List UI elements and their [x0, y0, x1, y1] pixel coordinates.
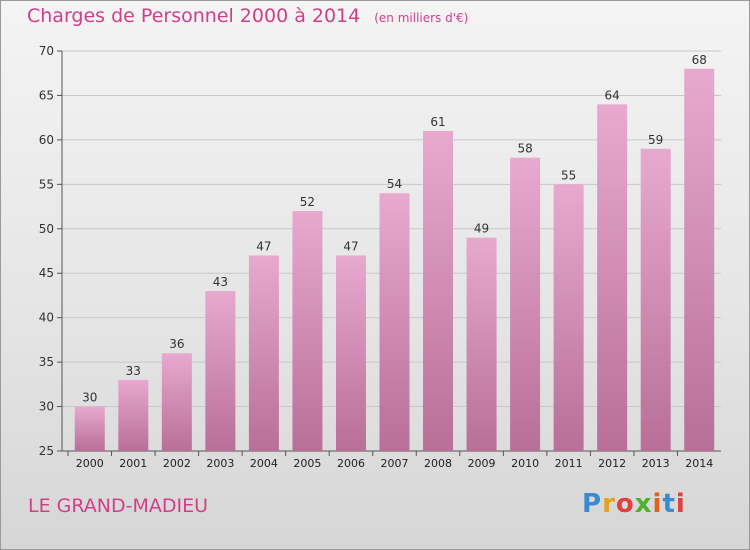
y-tick-label: 40 — [39, 311, 54, 325]
data-label: 59 — [648, 133, 663, 147]
data-label: 30 — [82, 391, 97, 405]
bar-2005 — [292, 211, 323, 451]
x-tick-label: 2010 — [511, 457, 539, 470]
data-label: 61 — [430, 115, 445, 129]
y-tick-label: 70 — [39, 44, 54, 58]
y-tick-label: 45 — [39, 266, 54, 280]
bar-2014 — [684, 68, 715, 452]
logo-letter: P — [582, 489, 603, 519]
x-tick-label: 2014 — [685, 457, 713, 470]
logo-letter: o — [615, 489, 635, 519]
x-tick-label: 2001 — [119, 457, 147, 470]
x-tick-label: 2000 — [76, 457, 104, 470]
data-label: 47 — [256, 239, 271, 253]
commune-name: LE GRAND-MADIEU — [28, 495, 209, 517]
data-label: 36 — [169, 337, 184, 351]
bar-2002 — [161, 353, 192, 451]
bar-2008 — [423, 131, 454, 451]
x-tick-label: 2003 — [206, 457, 234, 470]
bar-2004 — [248, 255, 279, 451]
x-tick-label: 2007 — [381, 457, 409, 470]
y-tick-label: 25 — [39, 444, 54, 458]
bar-2013 — [640, 148, 671, 451]
logo-letter: r — [602, 489, 616, 519]
x-tick-label: 2006 — [337, 457, 365, 470]
x-tick-label: 2002 — [163, 457, 191, 470]
y-tick-label: 65 — [39, 88, 54, 102]
y-tick-label: 30 — [39, 400, 54, 414]
bars — [74, 68, 715, 452]
bar-2001 — [118, 379, 149, 451]
title-row: Charges de Personnel 2000 à 2014 (en mill… — [27, 5, 468, 27]
data-label: 33 — [126, 364, 141, 378]
brand-logo: Proxiti — [582, 489, 686, 519]
y-tick-label: 35 — [39, 355, 54, 369]
x-tick-label: 2012 — [598, 457, 626, 470]
bar-2000 — [74, 406, 105, 451]
data-label: 68 — [692, 53, 707, 67]
data-label: 64 — [605, 88, 620, 102]
x-tick-label: 2008 — [424, 457, 452, 470]
chart-unit: (en milliers d'€) — [374, 11, 469, 25]
bar-2011 — [553, 184, 584, 452]
bar-2012 — [597, 104, 628, 451]
data-label: 49 — [474, 222, 489, 236]
y-tick-label: 60 — [39, 133, 54, 147]
data-label: 58 — [517, 142, 532, 156]
data-label: 47 — [343, 239, 358, 253]
bar-2003 — [205, 291, 236, 451]
chart-title: Charges de Personnel 2000 à 2014 — [27, 5, 361, 27]
data-labels: 30 33 36 43 47 52 47 54 61 49 58 55 64 59 68 — [82, 53, 707, 405]
data-label: 43 — [213, 275, 228, 289]
bar-2006 — [335, 255, 366, 451]
bar-2009 — [466, 237, 497, 451]
logo-letter: i — [675, 489, 686, 519]
logo-letter: x — [634, 489, 653, 519]
data-label: 54 — [387, 177, 402, 191]
logo-letter: t — [662, 489, 676, 519]
x-tick-label: 2011 — [555, 457, 583, 470]
y-tick-label: 50 — [39, 222, 54, 236]
bar-2007 — [379, 193, 410, 451]
x-tick-label: 2013 — [642, 457, 670, 470]
data-label: 52 — [300, 195, 315, 209]
x-tick-label: 2004 — [250, 457, 278, 470]
data-label: 55 — [561, 168, 576, 182]
x-tick-label: 2005 — [293, 457, 321, 470]
y-tick-label: 55 — [39, 177, 54, 191]
x-tick-label: 2009 — [468, 457, 496, 470]
logo-letter: i — [652, 489, 663, 519]
bar-2010 — [510, 157, 541, 451]
